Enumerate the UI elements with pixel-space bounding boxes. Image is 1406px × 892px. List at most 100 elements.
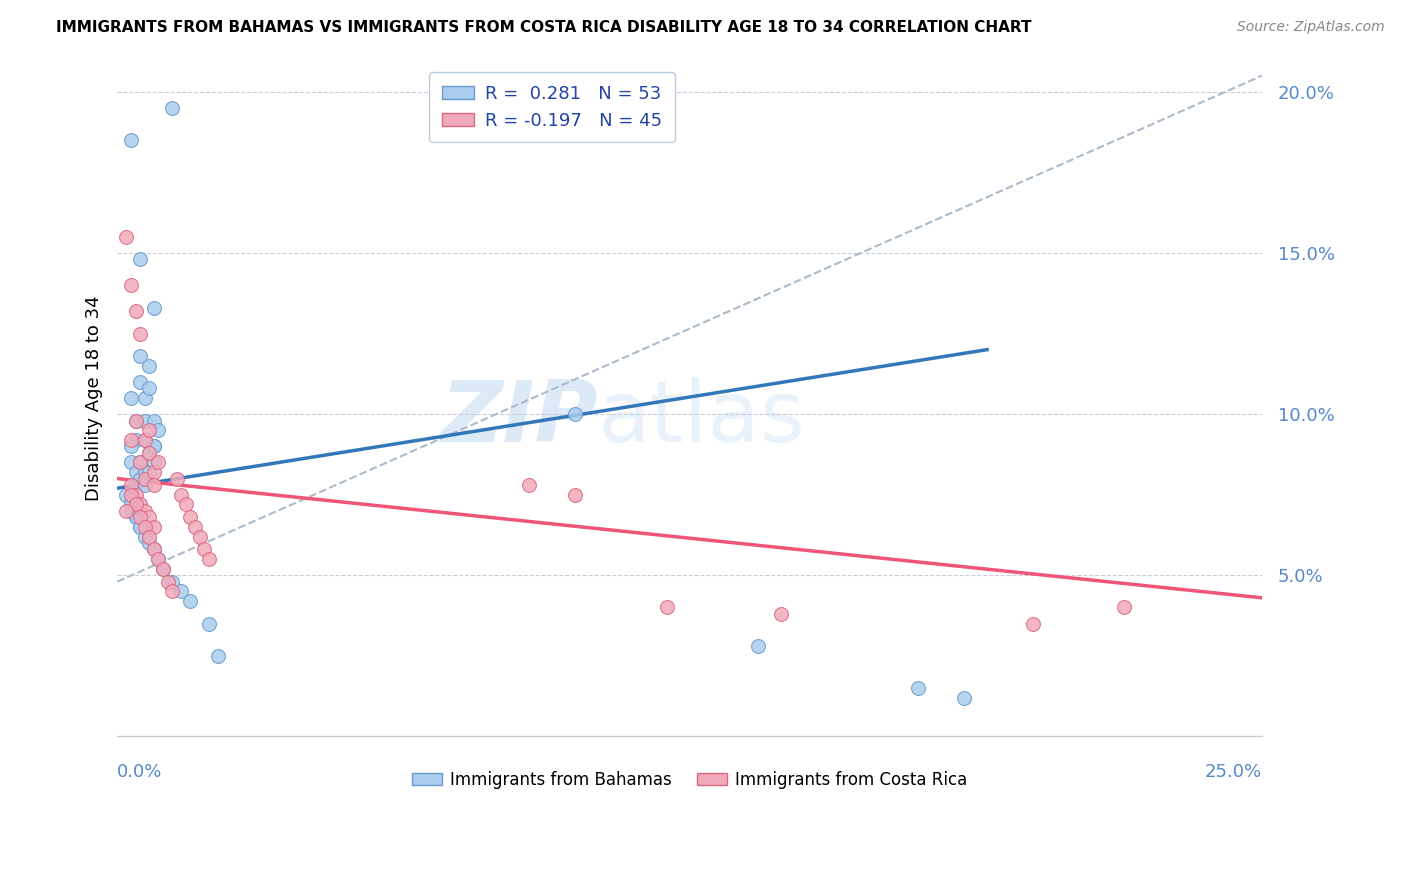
Point xyxy=(129,455,152,469)
Point xyxy=(138,510,160,524)
Text: ZIP: ZIP xyxy=(440,376,598,459)
Point xyxy=(160,584,183,599)
Text: IMMIGRANTS FROM BAHAMAS VS IMMIGRANTS FROM COSTA RICA DISABILITY AGE 18 TO 34 CO: IMMIGRANTS FROM BAHAMAS VS IMMIGRANTS FR… xyxy=(56,20,1032,35)
Point xyxy=(197,552,219,566)
Point xyxy=(120,497,142,511)
Legend: Immigrants from Bahamas, Immigrants from Costa Rica: Immigrants from Bahamas, Immigrants from… xyxy=(405,764,974,796)
Point xyxy=(142,542,165,557)
Point xyxy=(120,278,142,293)
Point xyxy=(142,542,165,557)
Point xyxy=(138,359,160,373)
Point xyxy=(564,407,586,421)
Text: 25.0%: 25.0% xyxy=(1205,763,1261,780)
Point xyxy=(953,690,976,705)
Point xyxy=(166,471,188,485)
Point xyxy=(124,510,146,524)
Point xyxy=(129,520,152,534)
Point xyxy=(907,681,929,695)
Point xyxy=(142,455,165,469)
Point xyxy=(124,465,146,479)
Point xyxy=(207,648,229,663)
Point xyxy=(129,520,152,534)
Point xyxy=(160,101,183,115)
Point xyxy=(193,542,215,557)
Point xyxy=(129,471,152,485)
Point xyxy=(134,471,156,485)
Point xyxy=(179,510,201,524)
Point xyxy=(179,594,201,608)
Point xyxy=(120,488,142,502)
Point xyxy=(120,391,142,405)
Point xyxy=(134,413,156,427)
Point xyxy=(770,607,793,621)
Point xyxy=(129,252,152,267)
Point xyxy=(1022,616,1045,631)
Point xyxy=(138,536,160,550)
Point xyxy=(124,488,146,502)
Point xyxy=(129,455,152,469)
Point xyxy=(120,478,142,492)
Point xyxy=(156,574,179,589)
Point xyxy=(115,230,138,244)
Point xyxy=(115,488,138,502)
Point xyxy=(188,530,211,544)
Point xyxy=(142,439,165,453)
Point xyxy=(134,478,156,492)
Point xyxy=(138,423,160,437)
Point xyxy=(124,413,146,427)
Point xyxy=(124,304,146,318)
Point xyxy=(142,520,165,534)
Point xyxy=(138,465,160,479)
Point xyxy=(120,455,142,469)
Point xyxy=(142,439,165,453)
Point xyxy=(148,552,170,566)
Point xyxy=(120,133,142,147)
Point xyxy=(174,497,197,511)
Point xyxy=(115,504,138,518)
Point xyxy=(134,520,156,534)
Point xyxy=(152,562,174,576)
Text: atlas: atlas xyxy=(598,376,806,459)
Point xyxy=(120,504,142,518)
Point xyxy=(160,574,183,589)
Point xyxy=(170,488,193,502)
Point xyxy=(138,446,160,460)
Point xyxy=(134,433,156,447)
Point xyxy=(517,478,540,492)
Point xyxy=(148,455,170,469)
Point xyxy=(129,349,152,363)
Point xyxy=(120,488,142,502)
Point xyxy=(124,510,146,524)
Point xyxy=(120,439,142,453)
Point xyxy=(129,326,152,341)
Point xyxy=(138,446,160,460)
Point xyxy=(148,552,170,566)
Point xyxy=(142,465,165,479)
Point xyxy=(747,639,769,653)
Point xyxy=(138,381,160,395)
Point xyxy=(120,497,142,511)
Point xyxy=(134,504,156,518)
Point xyxy=(134,433,156,447)
Point xyxy=(124,497,146,511)
Point xyxy=(134,391,156,405)
Point xyxy=(564,488,586,502)
Y-axis label: Disability Age 18 to 34: Disability Age 18 to 34 xyxy=(86,295,103,500)
Point xyxy=(142,478,165,492)
Point xyxy=(655,600,678,615)
Text: 0.0%: 0.0% xyxy=(117,763,163,780)
Point xyxy=(124,433,146,447)
Point xyxy=(1114,600,1136,615)
Point xyxy=(138,530,160,544)
Point xyxy=(120,433,142,447)
Point xyxy=(142,301,165,315)
Point xyxy=(148,423,170,437)
Point xyxy=(129,497,152,511)
Point xyxy=(129,375,152,389)
Point xyxy=(152,562,174,576)
Point xyxy=(124,504,146,518)
Point xyxy=(142,413,165,427)
Point xyxy=(134,465,156,479)
Point xyxy=(124,478,146,492)
Point xyxy=(129,510,152,524)
